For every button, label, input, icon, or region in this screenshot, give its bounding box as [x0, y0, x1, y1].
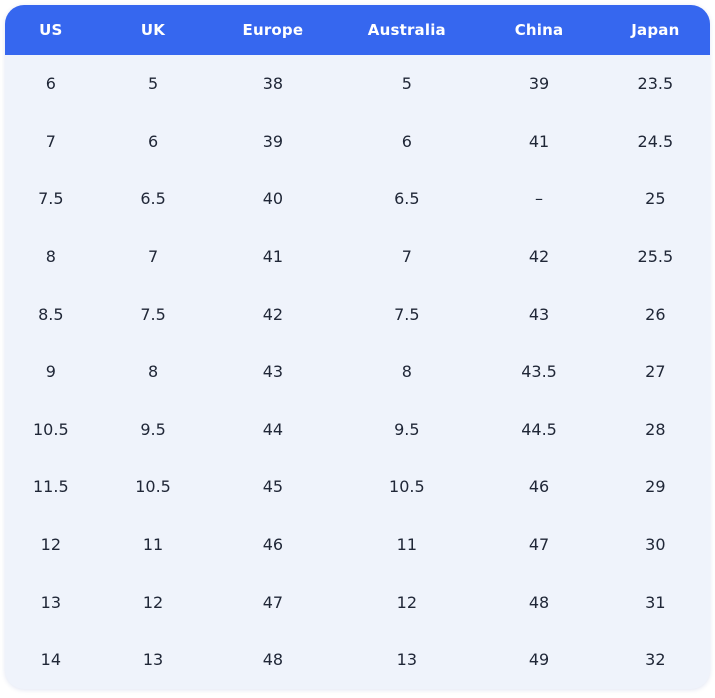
table-row: 8 7 41 7 42 25.5 [5, 228, 710, 286]
table-cell: 43 [262, 362, 284, 382]
size-conversion-card: US UK Europe Australia China Japan 6 5 3… [5, 5, 710, 689]
table-cell: 40 [262, 189, 284, 209]
table-cell: 48 [262, 650, 284, 670]
size-conversion-table: US UK Europe Australia China Japan 6 5 3… [5, 5, 710, 689]
table-cell: 9 [45, 362, 56, 382]
table-row: 14 13 48 13 49 32 [5, 631, 710, 689]
table-cell: 25.5 [637, 247, 674, 267]
table-cell: 6.5 [394, 189, 420, 209]
table-cell: 11 [396, 535, 417, 555]
table-row: 12 11 46 11 47 30 [5, 516, 710, 574]
table-row: 7 6 39 6 41 24.5 [5, 113, 710, 171]
table-row: 8.5 7.5 42 7.5 43 26 [5, 285, 710, 343]
table-cell: 13 [142, 650, 164, 670]
table-cell: 24.5 [637, 131, 674, 151]
table-cell: 13 [396, 650, 417, 670]
table-cell: 49 [528, 650, 550, 670]
table-cell: 10.5 [135, 477, 171, 497]
table-cell: 7.5 [394, 304, 420, 324]
table-cell: 5 [147, 74, 159, 94]
table-cell: 42 [528, 247, 550, 267]
table-cell: 47 [528, 535, 550, 555]
table-cell: 45 [262, 477, 284, 497]
table-row: 6 5 38 5 39 23.5 [5, 55, 710, 113]
table-cell: 25 [645, 189, 666, 209]
table-cell: 42 [262, 304, 284, 324]
table-cell: 8.5 [38, 304, 64, 324]
table-cell: 38 [262, 74, 284, 94]
table-cell: 9.5 [394, 419, 420, 439]
table-cell: 30 [645, 535, 666, 555]
table-cell: 46 [528, 477, 550, 497]
table-cell: 13 [40, 592, 61, 612]
table-cell: 29 [645, 477, 666, 497]
table-cell: 7.5 [140, 304, 166, 324]
table-row: 11.5 10.5 45 10.5 46 29 [5, 458, 710, 516]
table-row: 13 12 47 12 48 31 [5, 573, 710, 631]
column-header-europe: Europe [209, 5, 337, 55]
table-cell: 12 [396, 592, 417, 612]
table-cell: 8 [147, 362, 159, 382]
table-cell: 39 [262, 131, 284, 151]
column-header-uk: UK [96, 5, 210, 55]
table-cell: 11 [142, 535, 164, 555]
table-cell: 7.5 [38, 189, 64, 209]
table-cell: 39 [528, 74, 550, 94]
table-cell: 7 [147, 247, 159, 267]
table-cell: 8 [45, 247, 56, 267]
column-header-australia: Australia [336, 5, 478, 55]
table-cell: 12 [40, 535, 61, 555]
column-header-china: China [477, 5, 601, 55]
table-cell: 28 [645, 419, 666, 439]
table-cell: 11.5 [33, 477, 69, 497]
table-cell: 6 [45, 74, 56, 94]
table-cell: 10.5 [389, 477, 425, 497]
table-cell: 46 [262, 535, 284, 555]
table-cell: 43.5 [521, 362, 557, 382]
table-cell: 32 [645, 650, 666, 670]
table-cell: 43 [528, 304, 550, 324]
table-row: 9 8 43 8 43.5 27 [5, 343, 710, 401]
table-cell: 41 [262, 247, 284, 267]
table-cell: 26 [645, 304, 666, 324]
table-cell: 6 [401, 131, 412, 151]
table-cell: 9.5 [140, 419, 166, 439]
column-header-us: US [5, 5, 97, 55]
table-cell: 7 [401, 247, 412, 267]
table-cell: 6.5 [140, 189, 166, 209]
table-cell: 41 [528, 131, 550, 151]
table-cell: 6 [147, 131, 159, 151]
table-cell: 10.5 [33, 419, 69, 439]
table-header-row: US UK Europe Australia China Japan [5, 5, 710, 55]
table-cell: 44 [262, 419, 284, 439]
table-row: 10.5 9.5 44 9.5 44.5 28 [5, 401, 710, 459]
table-cell: 14 [40, 650, 61, 670]
table-cell: 47 [262, 592, 284, 612]
table-cell: 31 [645, 592, 666, 612]
table-cell: 27 [645, 362, 666, 382]
table-cell: 7 [45, 131, 56, 151]
table-cell: – [535, 189, 544, 209]
column-header-japan: Japan [600, 5, 710, 55]
table-cell: 8 [401, 362, 412, 382]
table-cell: 23.5 [637, 74, 674, 94]
table-cell: 12 [142, 592, 164, 612]
table-cell: 44.5 [521, 419, 557, 439]
table-cell: 48 [528, 592, 550, 612]
table-row: 7.5 6.5 40 6.5 – 25 [5, 170, 710, 228]
table-cell: 5 [401, 74, 412, 94]
